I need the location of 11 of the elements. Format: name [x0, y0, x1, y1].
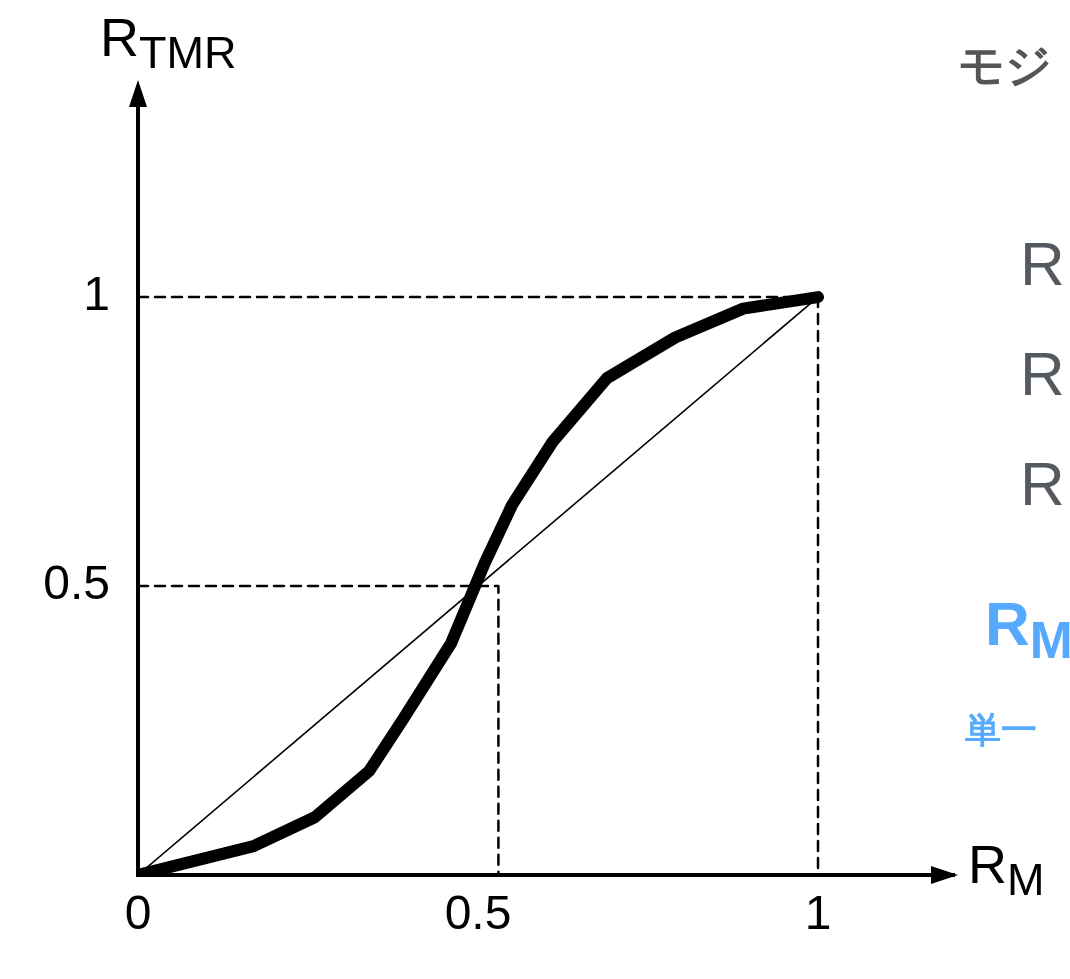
text: モジ [958, 39, 1052, 91]
text: 単一 [965, 709, 1037, 750]
x-tick-label: 0 [124, 886, 152, 940]
x-tick-label: 1 [804, 886, 832, 940]
x-axis-title: R$_{M}$ [968, 834, 1045, 905]
text: R [1020, 449, 1065, 519]
text: R$_{M}$ [985, 589, 1070, 670]
text: R [1020, 229, 1065, 299]
x-tick-label: 0.5 [444, 886, 512, 940]
y-axis-title: R$_{TMR}$ [100, 7, 237, 78]
text: R [1020, 339, 1065, 409]
